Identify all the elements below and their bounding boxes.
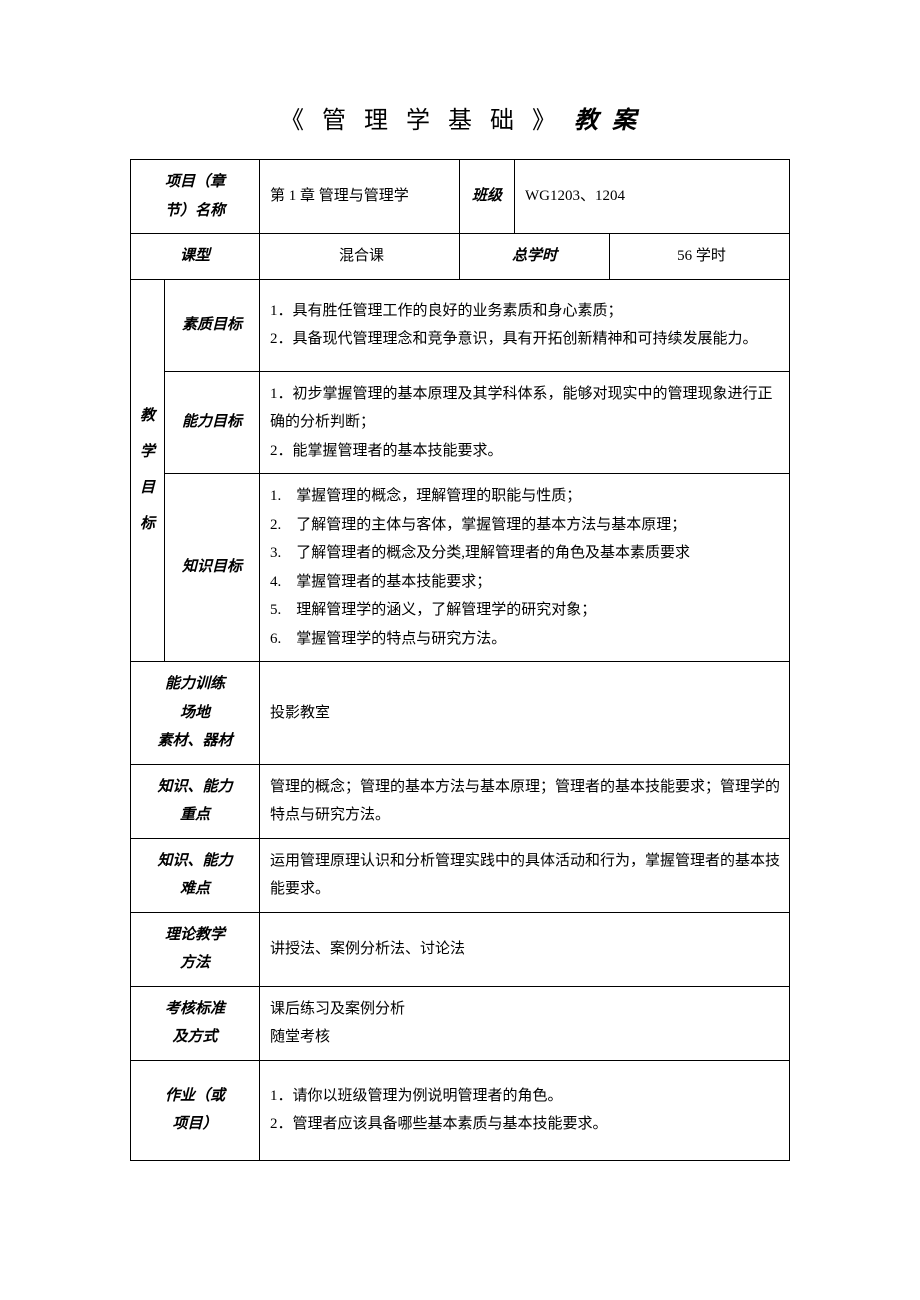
- table-row: 考核标准及方式 课后练习及案例分析随堂考核: [131, 986, 790, 1060]
- title-kai: 教 案: [574, 108, 640, 134]
- label-ability-goal: 能力目标: [165, 371, 260, 474]
- label-teaching-goal: 教学目标: [131, 279, 165, 662]
- title-serif: 《 管 理 学 基 础 》: [280, 108, 562, 134]
- table-row: 课型 混合课 总学时 56 学时: [131, 234, 790, 280]
- value-class: WG1203、1204: [515, 160, 790, 234]
- value-homework: 1．请你以班级管理为例说明管理者的角色。2．管理者应该具备哪些基本素质与基本技能…: [260, 1060, 790, 1160]
- table-row: 作业（或项目） 1．请你以班级管理为例说明管理者的角色。2．管理者应该具备哪些基…: [131, 1060, 790, 1160]
- label-knowledge-goal: 知识目标: [165, 474, 260, 662]
- value-total-hours: 56 学时: [610, 234, 790, 280]
- value-method: 讲授法、案例分析法、讨论法: [260, 912, 790, 986]
- value-difficulty: 运用管理原理认识和分析管理实践中的具体活动和行为，掌握管理者的基本技能要求。: [260, 838, 790, 912]
- label-total-hours: 总学时: [460, 234, 610, 280]
- label-method: 理论教学方法: [131, 912, 260, 986]
- value-ability-goal: 1．初步掌握管理的基本原理及其学科体系，能够对现实中的管理现象进行正确的分析判断…: [260, 371, 790, 474]
- label-quality-goal: 素质目标: [165, 279, 260, 371]
- value-training: 投影教室: [260, 662, 790, 765]
- label-emphasis: 知识、能力重点: [131, 764, 260, 838]
- value-knowledge-goal: 1. 掌握管理的概念，理解管理的职能与性质；2. 了解管理的主体与客体，掌握管理…: [260, 474, 790, 662]
- value-project: 第 1 章 管理与管理学: [260, 160, 460, 234]
- label-training: 能力训练场地素材、器材: [131, 662, 260, 765]
- label-homework: 作业（或项目）: [131, 1060, 260, 1160]
- table-row: 知识目标 1. 掌握管理的概念，理解管理的职能与性质；2. 了解管理的主体与客体…: [131, 474, 790, 662]
- table-row: 能力训练场地素材、器材 投影教室: [131, 662, 790, 765]
- table-row: 能力目标 1．初步掌握管理的基本原理及其学科体系，能够对现实中的管理现象进行正确…: [131, 371, 790, 474]
- value-quality-goal: 1．具有胜任管理工作的良好的业务素质和身心素质；2．具备现代管理理念和竞争意识，…: [260, 279, 790, 371]
- label-assessment: 考核标准及方式: [131, 986, 260, 1060]
- label-project: 项目（章节）名称: [131, 160, 260, 234]
- table-row: 知识、能力重点 管理的概念；管理的基本方法与基本原理；管理者的基本技能要求；管理…: [131, 764, 790, 838]
- label-course-type: 课型: [131, 234, 260, 280]
- table-row: 理论教学方法 讲授法、案例分析法、讨论法: [131, 912, 790, 986]
- value-course-type: 混合课: [260, 234, 460, 280]
- label-class: 班级: [460, 160, 515, 234]
- label-difficulty: 知识、能力难点: [131, 838, 260, 912]
- table-row: 教学目标 素质目标 1．具有胜任管理工作的良好的业务素质和身心素质；2．具备现代…: [131, 279, 790, 371]
- lesson-plan-table: 项目（章节）名称 第 1 章 管理与管理学 班级 WG1203、1204 课型 …: [130, 159, 790, 1161]
- value-emphasis: 管理的概念；管理的基本方法与基本原理；管理者的基本技能要求；管理学的特点与研究方…: [260, 764, 790, 838]
- value-assessment: 课后练习及案例分析随堂考核: [260, 986, 790, 1060]
- table-row: 知识、能力难点 运用管理原理认识和分析管理实践中的具体活动和行为，掌握管理者的基…: [131, 838, 790, 912]
- document-title: 《 管 理 学 基 础 》 教 案: [130, 100, 790, 135]
- table-row: 项目（章节）名称 第 1 章 管理与管理学 班级 WG1203、1204: [131, 160, 790, 234]
